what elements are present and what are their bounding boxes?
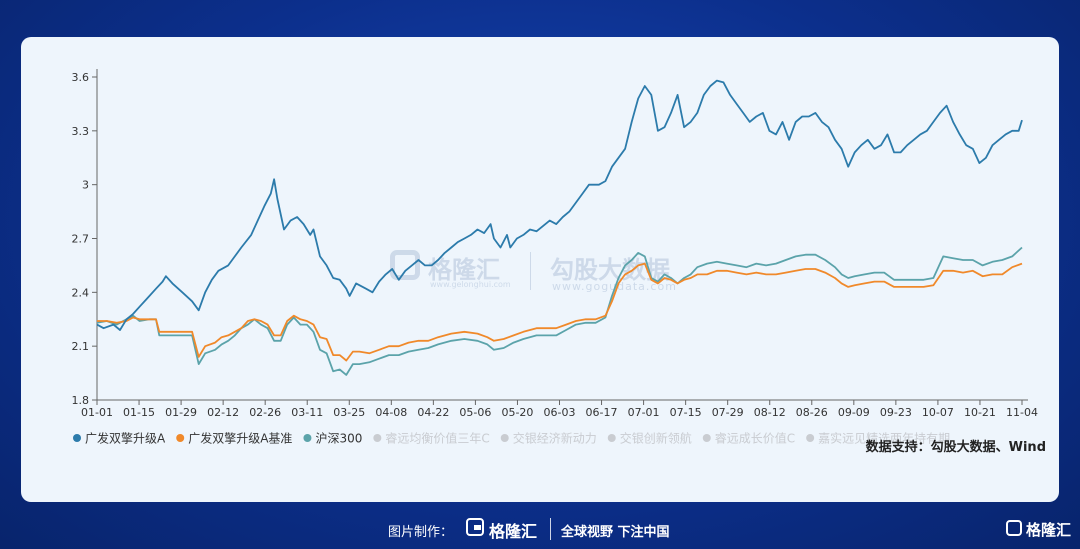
watermark-divider [530, 252, 531, 290]
legend: 广发双擎升级A 广发双擎升级A基准 沪深300 睿远均衡价值三年C 交银经济新动力 交银创… [73, 431, 950, 446]
data-source-note: 数据支持：勾股大数据、Wind [865, 440, 1046, 455]
x-tick-label: 03-25 [333, 406, 365, 419]
legend-label: 睿远均衡价值三年C [385, 431, 489, 446]
corner-brand: 格隆汇 [1026, 521, 1072, 539]
legend-label: 睿远成长价值C [715, 431, 795, 446]
x-tick-label: 07-01 [628, 406, 660, 419]
y-axis: 1.8 2.1 2.4 2.7 3 3.3 3.6 [72, 69, 98, 407]
x-tick-label: 09-09 [838, 406, 870, 419]
y-tick-label: 2.4 [72, 286, 90, 299]
watermark-brand: 格隆汇 [428, 256, 500, 284]
legend-marker [303, 434, 312, 442]
legend-item-inactive-2[interactable]: 交银创新领航 [607, 431, 692, 446]
legend-item-inactive-1[interactable]: 交银经济新动力 [500, 431, 597, 446]
x-tick-label: 05-20 [501, 406, 533, 419]
series-line-1 [97, 262, 1023, 362]
corner-logo-icon [1006, 520, 1022, 536]
x-tick-label: 10-21 [964, 406, 996, 419]
y-tick-label: 2.7 [72, 233, 90, 246]
series-line-2 [96, 246, 1023, 376]
legend-label: 交银创新领航 [620, 431, 692, 446]
legend-marker [806, 434, 815, 442]
x-tick-label: 02-12 [207, 406, 239, 419]
watermark-brand-url: www.gelonghui.com [430, 280, 511, 289]
x-tick-label: 08-12 [754, 406, 786, 419]
x-tick-label: 05-06 [459, 406, 491, 419]
legend-label: 广发双擎升级A基准 [188, 431, 292, 446]
footer-brand: 格隆汇 [489, 522, 538, 541]
x-tick-label: 09-23 [880, 406, 912, 419]
x-tick-label: 01-01 [81, 406, 113, 419]
legend-label: 沪深300 [315, 432, 362, 446]
brand-logo-icon [466, 518, 484, 536]
legend-item-series-2[interactable]: 沪深300 [303, 432, 362, 446]
legend-label: 交银经济新动力 [513, 431, 597, 446]
x-tick-label: 02-26 [249, 406, 281, 419]
legend-item-inactive-4[interactable]: 嘉实远见精选两年持有期 [806, 431, 950, 446]
legend-item-inactive-0[interactable]: 睿远均衡价值三年C [373, 431, 490, 446]
footer-slogan: 全球视野 下注中国 [561, 525, 670, 540]
x-tick-label: 10-07 [922, 406, 954, 419]
chart-card [21, 37, 1059, 502]
x-tick-label: 04-22 [417, 406, 449, 419]
brand-logo-icon [390, 250, 420, 280]
y-tick-label: 2.1 [72, 340, 90, 353]
footer-divider [550, 518, 551, 540]
footer: 图片制作： 格隆汇 全球视野 下注中国 格隆汇 [0, 508, 1080, 549]
x-tick-label: 04-08 [375, 406, 407, 419]
y-tick-label: 3.3 [72, 125, 90, 138]
x-tick-label: 07-15 [670, 406, 702, 419]
series-line-0 [96, 79, 1023, 331]
legend-item-series-1[interactable]: 广发双擎升级A基准 [176, 431, 292, 446]
x-tick-label: 11-04 [1006, 406, 1038, 419]
legend-item-series-0[interactable]: 广发双擎升级A [73, 431, 166, 446]
legend-label: 广发双擎升级A [85, 431, 166, 446]
legend-marker [702, 434, 711, 442]
y-tick-label: 1.8 [72, 394, 90, 407]
x-tick-label: 01-29 [165, 406, 197, 419]
made-by-label: 图片制作： [388, 525, 454, 540]
y-tick-label: 3 [82, 179, 89, 192]
watermark-brand2: 勾股大数据 [550, 256, 670, 284]
x-tick-label: 06-03 [544, 406, 576, 419]
legend-marker [73, 434, 81, 442]
legend-marker [607, 434, 616, 442]
legend-marker [176, 434, 185, 442]
x-tick-label: 06-17 [586, 406, 618, 419]
legend-marker [373, 434, 382, 442]
x-tick-label: 01-15 [123, 406, 155, 419]
x-tick-label: 07-29 [712, 406, 744, 419]
legend-marker [500, 434, 509, 442]
watermark: 格隆汇 www.gelonghui.com 勾股大数据 www.gogudata… [390, 248, 720, 298]
legend-item-inactive-3[interactable]: 睿远成长价值C [702, 431, 795, 446]
y-tick-label: 3.6 [72, 71, 90, 84]
series-lines [96, 79, 1023, 376]
x-tick-label: 03-11 [291, 406, 323, 419]
x-tick-label: 08-26 [796, 406, 828, 419]
watermark-brand2-url: www.gogudata.com [552, 280, 677, 293]
legend-label: 嘉实远见精选两年持有期 [818, 431, 950, 446]
x-axis: 01-01 01-15 01-29 02-12 02-26 03-11 03-25 04-08… [81, 399, 1038, 419]
